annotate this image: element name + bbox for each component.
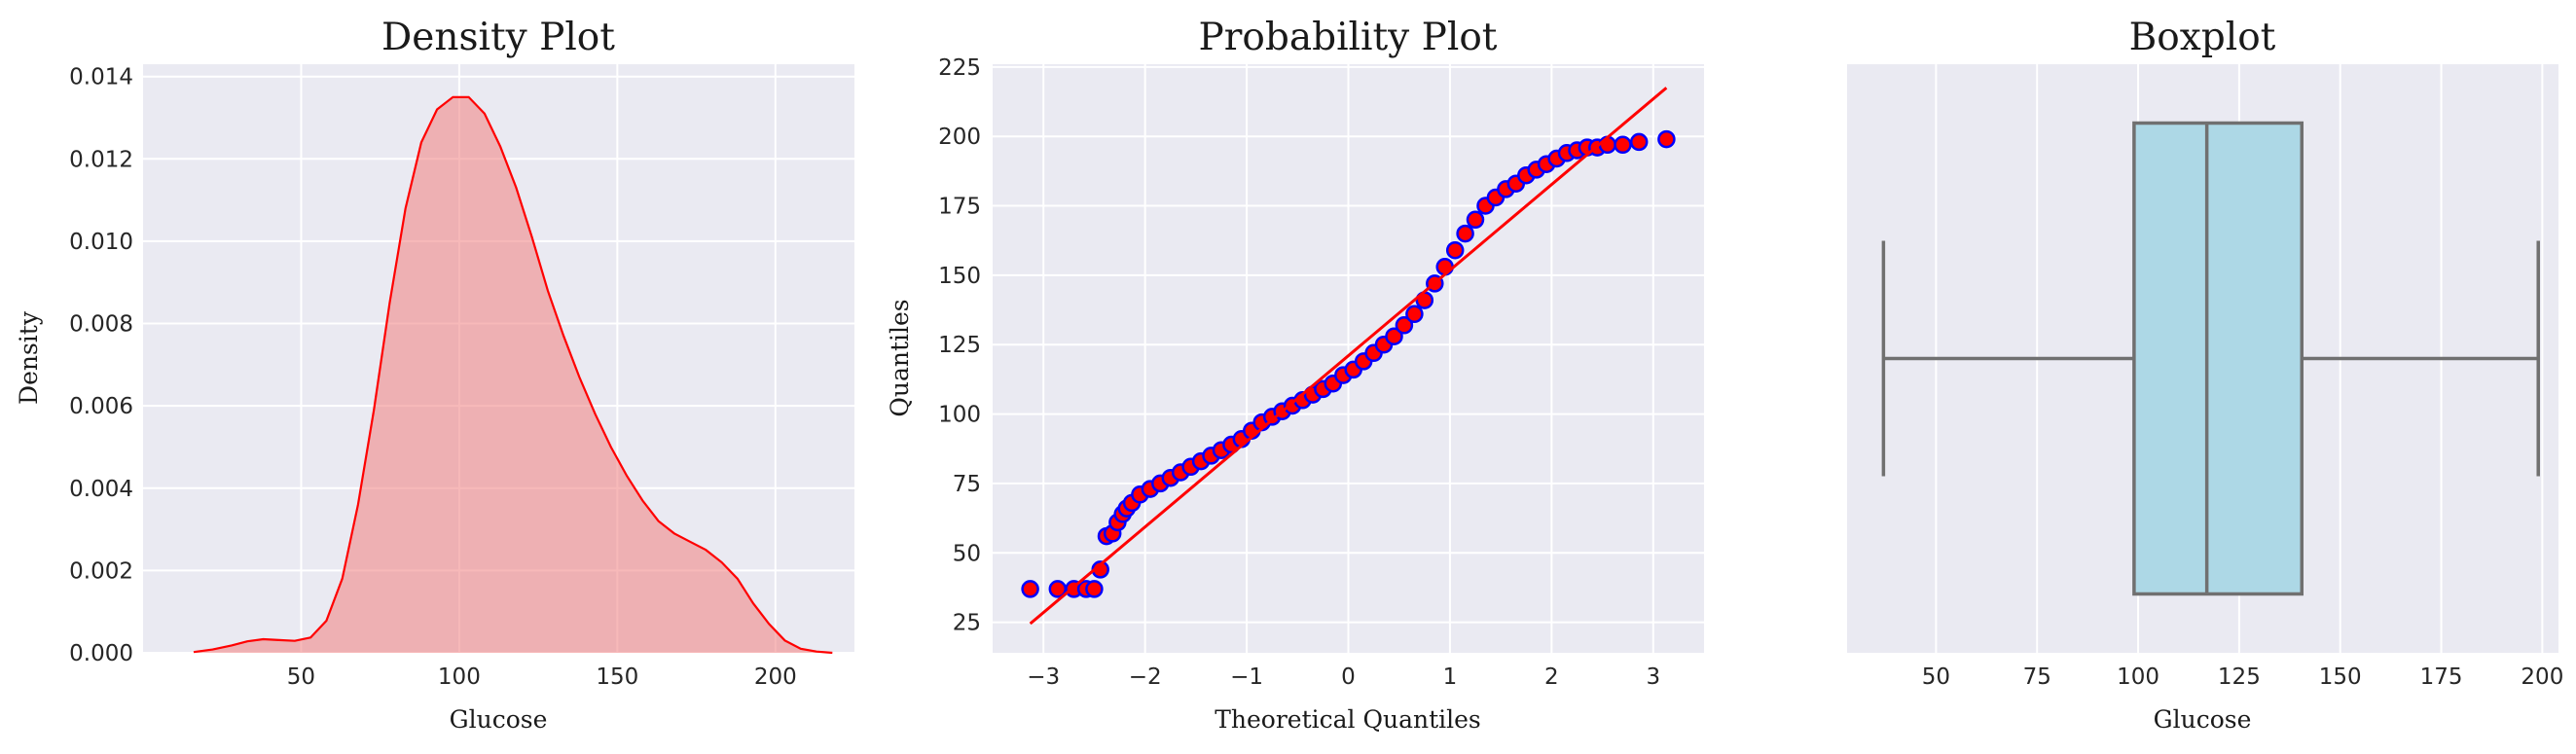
probability-points bbox=[1021, 129, 1676, 598]
boxplot-x-ticks: 50 75 100 125 150 175 200 bbox=[1922, 664, 2564, 690]
density-y-tick-label: 0.000 bbox=[69, 641, 133, 666]
probability-y-tick-label: 200 bbox=[938, 125, 981, 150]
probability-x-tick-label: 0 bbox=[1341, 664, 1356, 690]
probability-y-tick-label: 125 bbox=[938, 333, 981, 358]
density-panel: 50 100 150 200 0.0000.0020.0040.0060.0080.0… bbox=[15, 16, 854, 734]
probability-point bbox=[1657, 129, 1676, 149]
probability-point bbox=[1021, 580, 1039, 598]
boxplot-x-label: Glucose bbox=[2154, 705, 2252, 734]
probability-fit-line bbox=[1029, 87, 1668, 626]
density-y-label: Density bbox=[15, 310, 43, 405]
density-x-tick-label: 50 bbox=[287, 664, 315, 690]
probability-y-tick-label: 175 bbox=[938, 195, 981, 220]
probability-point bbox=[1405, 305, 1424, 324]
probability-y-tick-label: 225 bbox=[938, 55, 981, 81]
probability-point bbox=[1085, 580, 1104, 598]
probability-x-tick-label: 2 bbox=[1544, 664, 1559, 690]
probability-x-ticks: −3 −2 −1 0 1 2 3 bbox=[1027, 664, 1660, 690]
density-x-tick-label: 200 bbox=[754, 664, 797, 690]
boxplot-x-tick-label: 200 bbox=[2521, 664, 2563, 690]
density-y-tick-label: 0.004 bbox=[69, 477, 133, 502]
density-y-ticks: 0.000 0.002 0.004 0.006 0.008 0.010 0.012 0.014 bbox=[69, 65, 133, 666]
density-x-tick-label: 150 bbox=[596, 664, 638, 690]
probability-x-tick-label: −3 bbox=[1027, 664, 1060, 690]
probability-y-label: Quantiles bbox=[886, 299, 914, 416]
probability-y-tick-label: 75 bbox=[953, 472, 981, 497]
boxplot-box-group bbox=[1881, 121, 2540, 596]
probability-title: Probability Plot bbox=[1199, 16, 1498, 59]
probability-x-tick-label: −2 bbox=[1129, 664, 1162, 690]
density-x-ticks: 50 100 150 200 bbox=[287, 664, 797, 690]
probability-point bbox=[1435, 258, 1454, 276]
boxplot-x-tick-label: 50 bbox=[1922, 664, 1950, 690]
probability-point bbox=[1456, 224, 1474, 243]
boxplot-box bbox=[2132, 121, 2304, 596]
probability-y-tick-label: 50 bbox=[953, 541, 981, 566]
density-y-tick-label: 0.010 bbox=[69, 230, 133, 255]
boxplot-title: Boxplot bbox=[2129, 16, 2276, 59]
probability-x-tick-label: −1 bbox=[1230, 664, 1263, 690]
probability-x-tick-label: 3 bbox=[1646, 664, 1660, 690]
probability-y-tick-label: 150 bbox=[938, 264, 981, 289]
probability-point bbox=[1385, 327, 1403, 345]
boxplot-x-tick-label: 175 bbox=[2420, 664, 2463, 690]
probability-point bbox=[1395, 316, 1414, 335]
probability-point bbox=[1629, 132, 1649, 152]
boxplot-x-tick-label: 75 bbox=[2023, 664, 2051, 690]
boxplot-panel: 50 75 100 125 150 175 200 Boxplot Glucose bbox=[1847, 16, 2563, 734]
density-y-tick-label: 0.014 bbox=[69, 65, 133, 90]
probability-panel: −3 −2 −1 0 1 2 3 25 50 75 100 125 150 175 200 225 Prob… bbox=[886, 16, 1704, 734]
probability-y-ticks: 25 50 75 100 125 150 175 200 225 bbox=[938, 55, 981, 636]
probability-point bbox=[1614, 135, 1632, 155]
density-y-tick-label: 0.008 bbox=[69, 312, 133, 338]
density-fill bbox=[194, 96, 833, 654]
density-x-label: Glucose bbox=[450, 705, 548, 734]
boxplot-x-tick-label: 125 bbox=[2218, 664, 2261, 690]
density-curve bbox=[193, 95, 833, 655]
density-y-tick-label: 0.012 bbox=[69, 147, 133, 172]
probability-point bbox=[1445, 240, 1465, 260]
density-y-tick-label: 0.006 bbox=[69, 394, 133, 419]
probability-x-label: Theoretical Quantiles bbox=[1215, 705, 1481, 734]
probability-y-tick-label: 100 bbox=[938, 403, 981, 428]
density-x-tick-label: 100 bbox=[438, 664, 481, 690]
probability-point bbox=[1466, 210, 1485, 230]
probability-x-tick-label: 1 bbox=[1443, 664, 1458, 690]
probability-y-tick-label: 25 bbox=[953, 611, 981, 636]
density-title: Density Plot bbox=[381, 16, 615, 59]
boxplot-x-tick-label: 100 bbox=[2117, 664, 2159, 690]
boxplot-x-tick-label: 150 bbox=[2319, 664, 2362, 690]
density-y-tick-label: 0.002 bbox=[69, 558, 133, 584]
